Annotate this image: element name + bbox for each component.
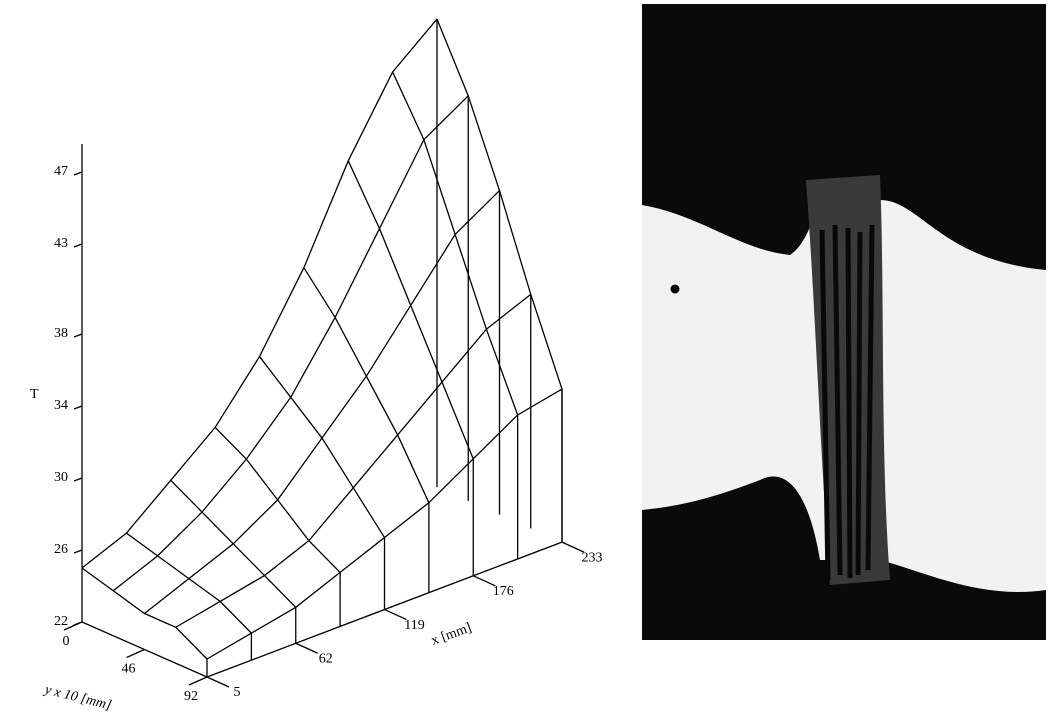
x-tick-label: 119	[404, 618, 424, 633]
y-tick-label: 46	[122, 662, 136, 677]
y-tick	[127, 650, 145, 658]
x-tick-label: 62	[319, 651, 333, 666]
x-tick-label: 233	[582, 550, 603, 565]
surface-column	[215, 427, 340, 572]
z-tick	[74, 478, 82, 481]
z-tick-label: 38	[54, 326, 68, 341]
z-tick-label: 34	[54, 398, 68, 413]
z-tick-label: 26	[54, 542, 68, 557]
surface-row	[145, 191, 500, 614]
x-tick	[385, 610, 407, 620]
y-axis-label: y x 10 [mm]	[41, 682, 113, 714]
z-tick-label: 43	[54, 236, 68, 251]
surface-column	[126, 533, 251, 633]
z-tick	[74, 406, 82, 409]
z-tick	[74, 244, 82, 247]
y-tick	[189, 677, 207, 685]
x-tick-label: 5	[234, 685, 241, 700]
z-tick	[74, 172, 82, 175]
x-axis-label: x [mm]	[429, 620, 473, 648]
z-axis-label: T	[30, 387, 39, 402]
surface-row	[82, 19, 437, 568]
surface-column	[82, 568, 207, 659]
x-tick-label: 176	[493, 584, 514, 599]
marker-dot	[671, 285, 680, 294]
surface-row	[207, 389, 562, 659]
y-tick-label: 92	[184, 689, 198, 704]
x-tick	[207, 677, 229, 687]
x-tick	[296, 643, 318, 653]
photograph	[642, 4, 1046, 640]
z-tick	[74, 334, 82, 337]
surface-column	[348, 161, 473, 459]
y-tick-label: 0	[63, 634, 70, 649]
z-tick-label: 22	[54, 614, 68, 629]
surface-column	[260, 357, 385, 538]
figure: T x [mm] y x 10 [mm] 22 26 30 34 38 43 47 0 46 92…	[0, 0, 1049, 725]
z-tick-label: 30	[54, 470, 68, 485]
z-tick	[74, 550, 82, 553]
z-tick-label: 47	[54, 164, 68, 179]
